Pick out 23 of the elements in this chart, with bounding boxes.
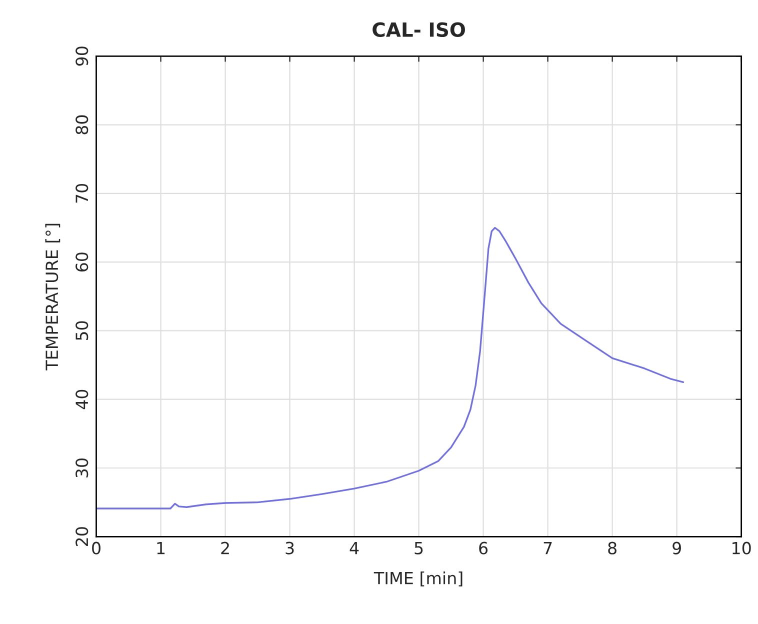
y-tick-label: 50 (76, 321, 88, 340)
x-tick-label: 6 (479, 542, 488, 554)
x-tick-label: 1 (157, 542, 165, 554)
x-tick-label: 8 (608, 542, 616, 554)
x-tick-label: 7 (544, 542, 552, 554)
y-tick-label: 80 (76, 115, 88, 134)
chart-title: CAL- ISO (372, 22, 465, 37)
x-tick-label: 5 (414, 542, 423, 554)
x-tick-label: 9 (672, 542, 681, 554)
y-axis-title: TEMPERATURE [°] (45, 224, 60, 370)
x-tick-label: 10 (732, 542, 751, 554)
x-tick-label: 0 (92, 542, 100, 554)
x-tick-label: 3 (286, 542, 294, 554)
line-series (96, 226, 684, 510)
x-axis-title: TIME [min] (374, 572, 462, 586)
y-tick-label: 70 (76, 184, 88, 203)
y-tick-label: 60 (76, 252, 88, 272)
y-tick-label: 90 (76, 46, 88, 66)
y-tick-label: 20 (76, 527, 88, 546)
x-tick-label: 2 (221, 542, 229, 554)
x-tick-label: 4 (350, 542, 359, 554)
y-tick-label: 30 (76, 458, 88, 478)
y-tick-label: 40 (76, 390, 88, 410)
